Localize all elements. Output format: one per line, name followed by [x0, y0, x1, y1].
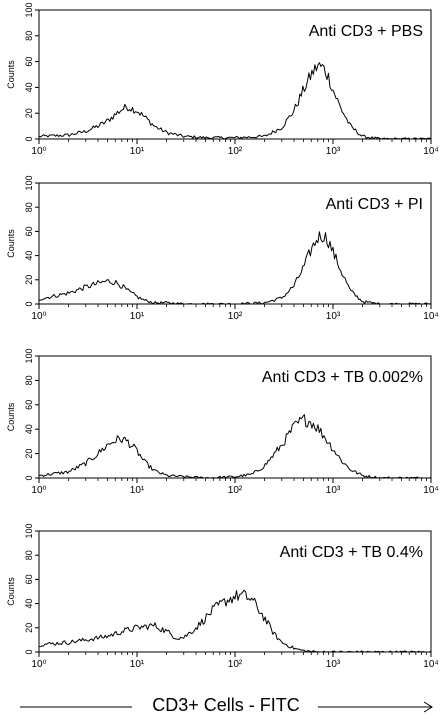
x-tick-label: 10³	[326, 659, 341, 670]
x-axis-caption: CD3+ Cells - FITC	[0, 692, 443, 718]
y-tick-label: 80	[24, 550, 34, 560]
panel-title: Anti CD3 + PI	[326, 196, 423, 213]
y-tick-label: 0	[24, 301, 34, 306]
x-tick-label: 10³	[326, 311, 341, 322]
y-tick-label: 60	[24, 574, 34, 584]
x-tick-label: 10⁴	[423, 485, 438, 496]
y-tick-label: 80	[24, 31, 34, 41]
x-tick-label: 10¹	[130, 146, 145, 157]
y-tick-label: 100	[24, 2, 34, 17]
x-tick-label: 10¹	[130, 311, 145, 322]
y-tick-label: 40	[24, 251, 34, 261]
x-tick-label: 10²	[228, 485, 243, 496]
y-axis-title: Counts	[6, 402, 16, 431]
y-axis-title: Counts	[6, 60, 16, 89]
histogram-trace	[38, 589, 432, 653]
x-axis-arrow	[20, 701, 433, 713]
x-tick-label: 10³	[326, 146, 341, 157]
x-tick-label: 10²	[228, 146, 243, 157]
y-tick-label: 20	[24, 623, 34, 633]
y-tick-label: 0	[24, 475, 34, 480]
panel-title: Anti CD3 + TB 0.4%	[280, 544, 423, 561]
x-tick-label: 10¹	[130, 659, 145, 670]
y-tick-label: 40	[24, 599, 34, 609]
x-tick-label: 10²	[228, 311, 243, 322]
y-tick-label: 80	[24, 375, 34, 385]
x-tick-label: 10³	[326, 485, 341, 496]
x-axis-label: CD3+ Cells - FITC	[152, 695, 300, 715]
x-tick-label: 10²	[228, 659, 243, 670]
y-tick-label: 20	[24, 449, 34, 459]
x-tick-label: 10⁰	[31, 659, 46, 670]
panel-title: Anti CD3 + TB 0.002%	[262, 369, 423, 386]
y-tick-label: 40	[24, 82, 34, 92]
histogram-trace	[38, 414, 432, 479]
x-tick-label: 10¹	[130, 485, 145, 496]
y-tick-label: 20	[24, 275, 34, 285]
x-tick-label: 10⁴	[423, 659, 438, 670]
panel-title: Anti CD3 + PBS	[309, 23, 423, 40]
y-tick-label: 80	[24, 202, 34, 212]
y-tick-label: 0	[24, 136, 34, 141]
y-tick-label: 100	[24, 175, 34, 190]
x-tick-label: 10⁴	[423, 311, 438, 322]
histogram-trace	[38, 62, 432, 140]
y-axis-title: Counts	[6, 229, 16, 258]
x-tick-label: 10⁰	[31, 311, 46, 322]
y-axis-title: Counts	[6, 577, 16, 606]
histogram-trace	[38, 231, 432, 305]
x-tick-label: 10⁰	[31, 485, 46, 496]
x-tick-label: 10⁰	[31, 146, 46, 157]
y-tick-label: 60	[24, 226, 34, 236]
y-tick-label: 60	[24, 400, 34, 410]
y-tick-label: 40	[24, 424, 34, 434]
y-tick-label: 20	[24, 108, 34, 118]
y-tick-label: 0	[24, 649, 34, 654]
y-tick-label: 100	[24, 523, 34, 538]
y-tick-label: 60	[24, 57, 34, 67]
y-tick-label: 100	[24, 348, 34, 363]
x-tick-label: 10⁴	[423, 146, 438, 157]
